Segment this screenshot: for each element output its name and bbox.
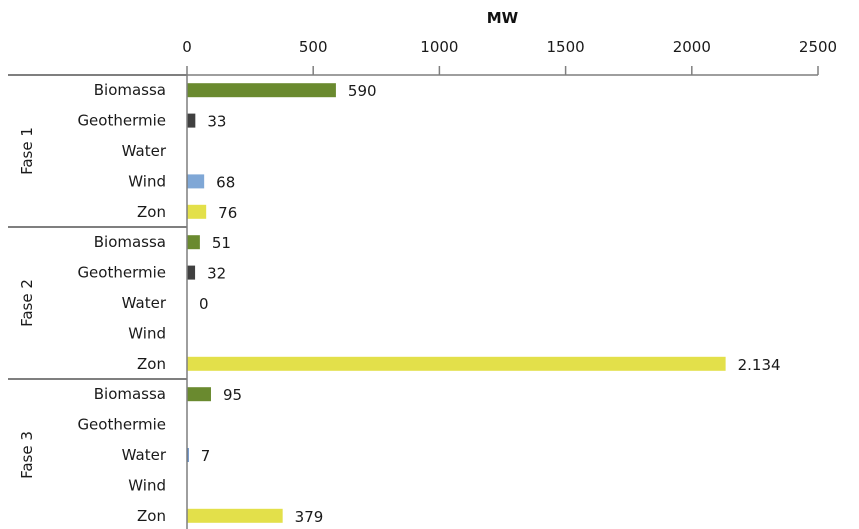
category-label: Biomassa <box>94 385 166 403</box>
bar-wind <box>187 174 205 189</box>
x-axis-title: MW <box>487 9 519 27</box>
x-tick-label: 2500 <box>799 38 837 56</box>
data-label: 7 <box>201 447 211 465</box>
category-label: Zon <box>137 203 166 221</box>
data-label: 33 <box>207 113 226 131</box>
group-label: Fase 2 <box>18 279 36 327</box>
category-label: Geothermie <box>77 416 166 434</box>
category-label: Biomassa <box>94 233 166 251</box>
group-label: Fase 3 <box>18 431 36 479</box>
bar-zon <box>187 204 207 219</box>
data-label: 0 <box>199 295 209 313</box>
bar-biomassa <box>187 387 211 402</box>
category-label: Wind <box>128 172 166 190</box>
group-label: Fase 1 <box>18 127 36 175</box>
category-label: Geothermie <box>77 264 166 282</box>
data-label: 68 <box>216 173 235 191</box>
bar-zon <box>187 356 726 371</box>
data-label: 590 <box>348 82 377 100</box>
data-label: 76 <box>218 204 237 222</box>
data-label: 51 <box>212 234 231 252</box>
category-label: Wind <box>128 476 166 494</box>
category-label: Water <box>122 294 167 312</box>
category-labels-layer: Biomassa Geothermie Water Wind Zon Fase 1 Biom… <box>18 81 167 525</box>
bars-layer: 590 33 68 76 51 32 0 2.134 95 7 379 <box>187 82 781 526</box>
category-label: Zon <box>137 355 166 373</box>
x-tick-label: 1500 <box>547 38 585 56</box>
category-label: Geothermie <box>77 112 166 130</box>
bar-biomassa <box>187 235 200 250</box>
axis-lines-layer <box>8 74 818 529</box>
data-label: 379 <box>295 508 324 526</box>
bar-water <box>187 448 189 462</box>
x-tick-label: 500 <box>299 38 328 56</box>
data-label: 2.134 <box>738 356 781 374</box>
category-label: Zon <box>137 507 166 525</box>
x-tick-label: 1000 <box>420 38 458 56</box>
x-axis-ticks: 0 500 1000 1500 2000 2500 <box>182 38 837 75</box>
x-tick-label: 0 <box>182 38 192 56</box>
bar-geothermie <box>187 113 196 128</box>
x-tick-label: 2000 <box>673 38 711 56</box>
category-label: Water <box>122 142 167 160</box>
bar-zon <box>187 508 283 523</box>
category-label: Wind <box>128 324 166 342</box>
category-label: Water <box>122 446 167 464</box>
bar-geothermie <box>187 265 196 280</box>
data-label: 95 <box>223 386 242 404</box>
category-label: Biomassa <box>94 81 166 99</box>
bar-biomassa <box>187 83 336 98</box>
data-label: 32 <box>207 265 226 283</box>
